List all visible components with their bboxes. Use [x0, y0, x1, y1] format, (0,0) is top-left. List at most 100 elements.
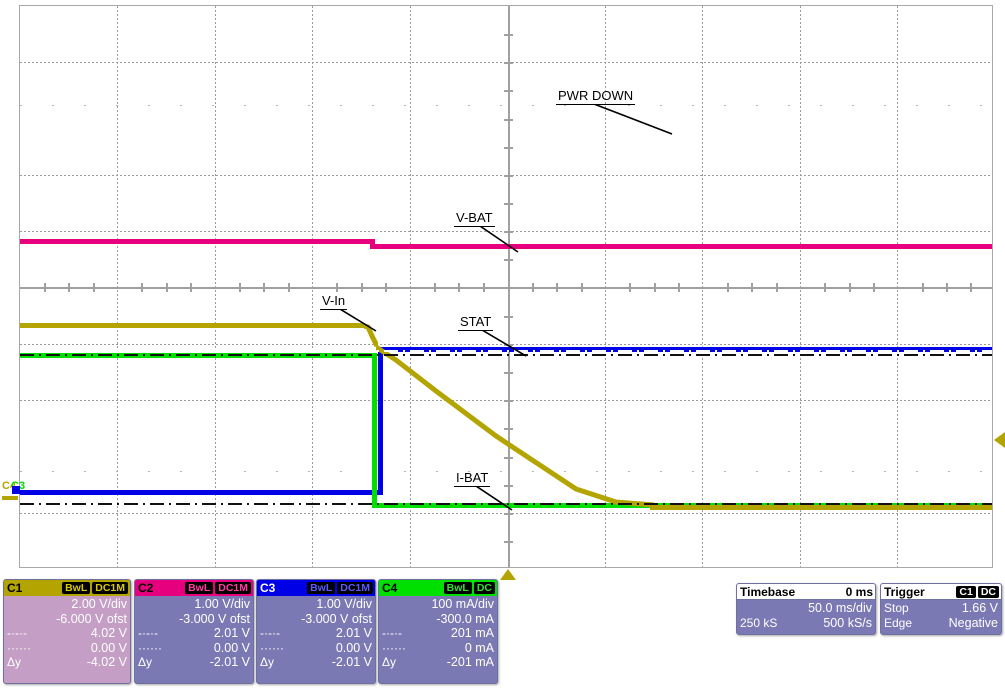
row-delta: Δy -2.01 V: [260, 655, 372, 670]
c1-cursor2-value: 0.00 V: [90, 640, 127, 655]
channel-panel-c4[interactable]: C4 BwL DC 100 mA/div -300.0 mA -·-·- 201 …: [378, 579, 498, 684]
channel-panel-c3-body: 1.00 V/div -3.000 V ofst -·-·- 2.01 V ···…: [257, 596, 375, 672]
gridline-h: [20, 62, 992, 63]
c2-offset[interactable]: -3.000 V ofst: [179, 611, 250, 626]
c4-delta-value: -201 mA: [446, 655, 494, 669]
waveform-graticule[interactable]: PWR DOWN V-BAT V-In STAT I-BAT: [19, 5, 993, 568]
trigger-panel[interactable]: Trigger C1 DC Stop 1.66 V Edge Negative: [880, 583, 1002, 635]
channel-panel-c3-header: C3 BwL DC1M: [257, 580, 375, 596]
annotation-i-bat: I-BAT: [454, 470, 513, 511]
trace-c2-vbat-segment-b: [370, 244, 992, 249]
trigger-panel-header: Trigger C1 DC: [881, 584, 1001, 600]
annotation-v-in: V-In: [320, 293, 377, 332]
annotation-v-bat-label: V-BAT: [454, 210, 495, 227]
gridline-v: [702, 6, 703, 567]
c3-cursor2-value: 0.00 V: [335, 640, 372, 655]
c1-offset[interactable]: -6.000 V ofst: [56, 611, 127, 626]
row-delta: Δy -4.02 V: [7, 655, 127, 670]
channel-panel-c1[interactable]: C1 BwL DC1M 2.00 V/div -6.000 V ofst -·-…: [3, 579, 131, 684]
row-scale: 100 mA/div: [382, 597, 494, 612]
row-trigger-state: Stop 1.66 V: [884, 601, 998, 616]
channel-id-c3: C3: [260, 581, 276, 595]
annotation-stat-leader: [482, 330, 527, 357]
channel-panel-c2[interactable]: C2 BwL DC1M 1.00 V/div -3.000 V ofst -·-…: [134, 579, 254, 684]
bandwidth-limit-badge[interactable]: BwL: [443, 582, 472, 594]
timebase-memory[interactable]: 250 kS: [740, 615, 778, 630]
trigger-position-marker[interactable]: [500, 569, 516, 580]
coupling-badge[interactable]: DC1M: [92, 582, 128, 594]
row-scale: 2.00 V/div: [7, 597, 127, 612]
c3-delta-value: -2.01 V: [331, 655, 372, 669]
trace-c3-stat-edge: [378, 347, 383, 495]
c1-cursor2-mark: ······: [7, 640, 31, 655]
channel-offset-handle-c3[interactable]: [12, 486, 20, 494]
c4-delta-label: Δy: [382, 655, 397, 669]
row-cursor2: ······ 0.00 V: [138, 641, 250, 656]
trace-c1-vin-zero: [650, 505, 992, 510]
cursor-ref-lower-highlight: [20, 350, 992, 352]
trace-c3-stat-high: [378, 347, 992, 352]
row-trigger-mode: Edge Negative: [884, 616, 998, 631]
bandwidth-limit-badge[interactable]: BwL: [62, 582, 91, 594]
row-cursor2: ······ 0.00 V: [260, 641, 372, 656]
trigger-title: Trigger: [884, 584, 925, 599]
timebase-scale[interactable]: 50.0 ms/div: [808, 601, 872, 615]
c3-offset[interactable]: -3.000 V ofst: [301, 611, 372, 626]
trigger-level[interactable]: 1.66 V: [961, 601, 998, 615]
trigger-level-marker[interactable]: [994, 432, 1005, 448]
bandwidth-limit-badge[interactable]: BwL: [185, 582, 214, 594]
trigger-source-badge[interactable]: C1: [956, 585, 976, 598]
row-offset: -3.000 V ofst: [260, 612, 372, 627]
channel-c4-badges: BwL DC: [443, 582, 495, 594]
cursor-ref-lower[interactable]: [20, 503, 992, 505]
c3-delta-label: Δy: [260, 655, 275, 669]
channel-panel-c2-body: 1.00 V/div -3.000 V ofst -·-·- 2.01 V ···…: [135, 596, 253, 672]
trigger-badges: C1 DC: [956, 585, 999, 598]
channel-c1-badges: BwL DC1M: [62, 582, 128, 594]
trace-c4-ibat-edge: [372, 353, 377, 508]
c1-scale[interactable]: 2.00 V/div: [71, 597, 127, 611]
c4-offset[interactable]: -300.0 mA: [436, 611, 494, 626]
c3-cursor2-mark: ······: [260, 640, 284, 655]
trigger-coupling-badge[interactable]: DC: [977, 585, 999, 598]
timebase-sample-rate[interactable]: 500 kS/s: [823, 615, 872, 630]
annotation-stat-label: STAT: [458, 314, 494, 331]
trigger-slope[interactable]: Negative: [948, 615, 998, 630]
row-cursor2: ······ 0.00 V: [7, 641, 127, 656]
channel-panel-c3[interactable]: C3 BwL DC1M 1.00 V/div -3.000 V ofst -·-…: [256, 579, 376, 684]
c2-cursor1-mark: -·-·-: [138, 626, 158, 640]
trace-c2-vbat-step: [370, 239, 375, 248]
annotation-v-in-leader: [340, 309, 377, 332]
annotation-i-bat-label: I-BAT: [454, 470, 491, 487]
trace-c1-vin-knee-svg: [364, 323, 378, 347]
timebase-panel[interactable]: Timebase 0 ms 50.0 ms/div 250 kS 500 kS/…: [736, 583, 876, 635]
trigger-mode[interactable]: Edge: [884, 615, 913, 630]
trigger-state[interactable]: Stop: [884, 601, 909, 615]
annotation-v-bat: V-BAT: [454, 210, 519, 253]
c1-cursor1-mark: -·-·-: [7, 626, 27, 640]
row-scale: 1.00 V/div: [138, 597, 250, 612]
c3-scale[interactable]: 1.00 V/div: [316, 597, 372, 611]
channel-panel-c1-body: 2.00 V/div -6.000 V ofst -·-·- 4.02 V ···…: [4, 596, 130, 672]
coupling-badge[interactable]: DC: [473, 582, 495, 594]
annotation-pwr-down-label: PWR DOWN: [556, 88, 636, 105]
timebase-position[interactable]: 0 ms: [845, 584, 873, 599]
channel-id-c4: C4: [382, 581, 398, 595]
c2-cursor2-value: 0.00 V: [213, 640, 250, 655]
channel-c3-badges: BwL DC1M: [307, 582, 373, 594]
timebase-panel-header: Timebase 0 ms: [737, 584, 875, 600]
row-delta: Δy -201 mA: [382, 655, 494, 670]
coupling-badge[interactable]: DC1M: [215, 582, 251, 594]
trace-c1-vin-decay: [376, 344, 656, 508]
row-cursor1: -·-·- 4.02 V: [7, 626, 127, 641]
row-cursor1: -·-·- 2.01 V: [260, 626, 372, 641]
bandwidth-limit-badge[interactable]: BwL: [307, 582, 336, 594]
channel-marker-c4[interactable]: C4: [2, 480, 17, 492]
channel-offset-handle-c1[interactable]: [2, 496, 18, 500]
c2-scale[interactable]: 1.00 V/div: [194, 597, 250, 611]
c4-scale[interactable]: 100 mA/div: [431, 597, 494, 611]
gridline-v: [117, 6, 118, 567]
coupling-badge[interactable]: DC1M: [337, 582, 373, 594]
row-cursor1: -·-·- 2.01 V: [138, 626, 250, 641]
cursor-ref-upper[interactable]: [20, 354, 992, 356]
